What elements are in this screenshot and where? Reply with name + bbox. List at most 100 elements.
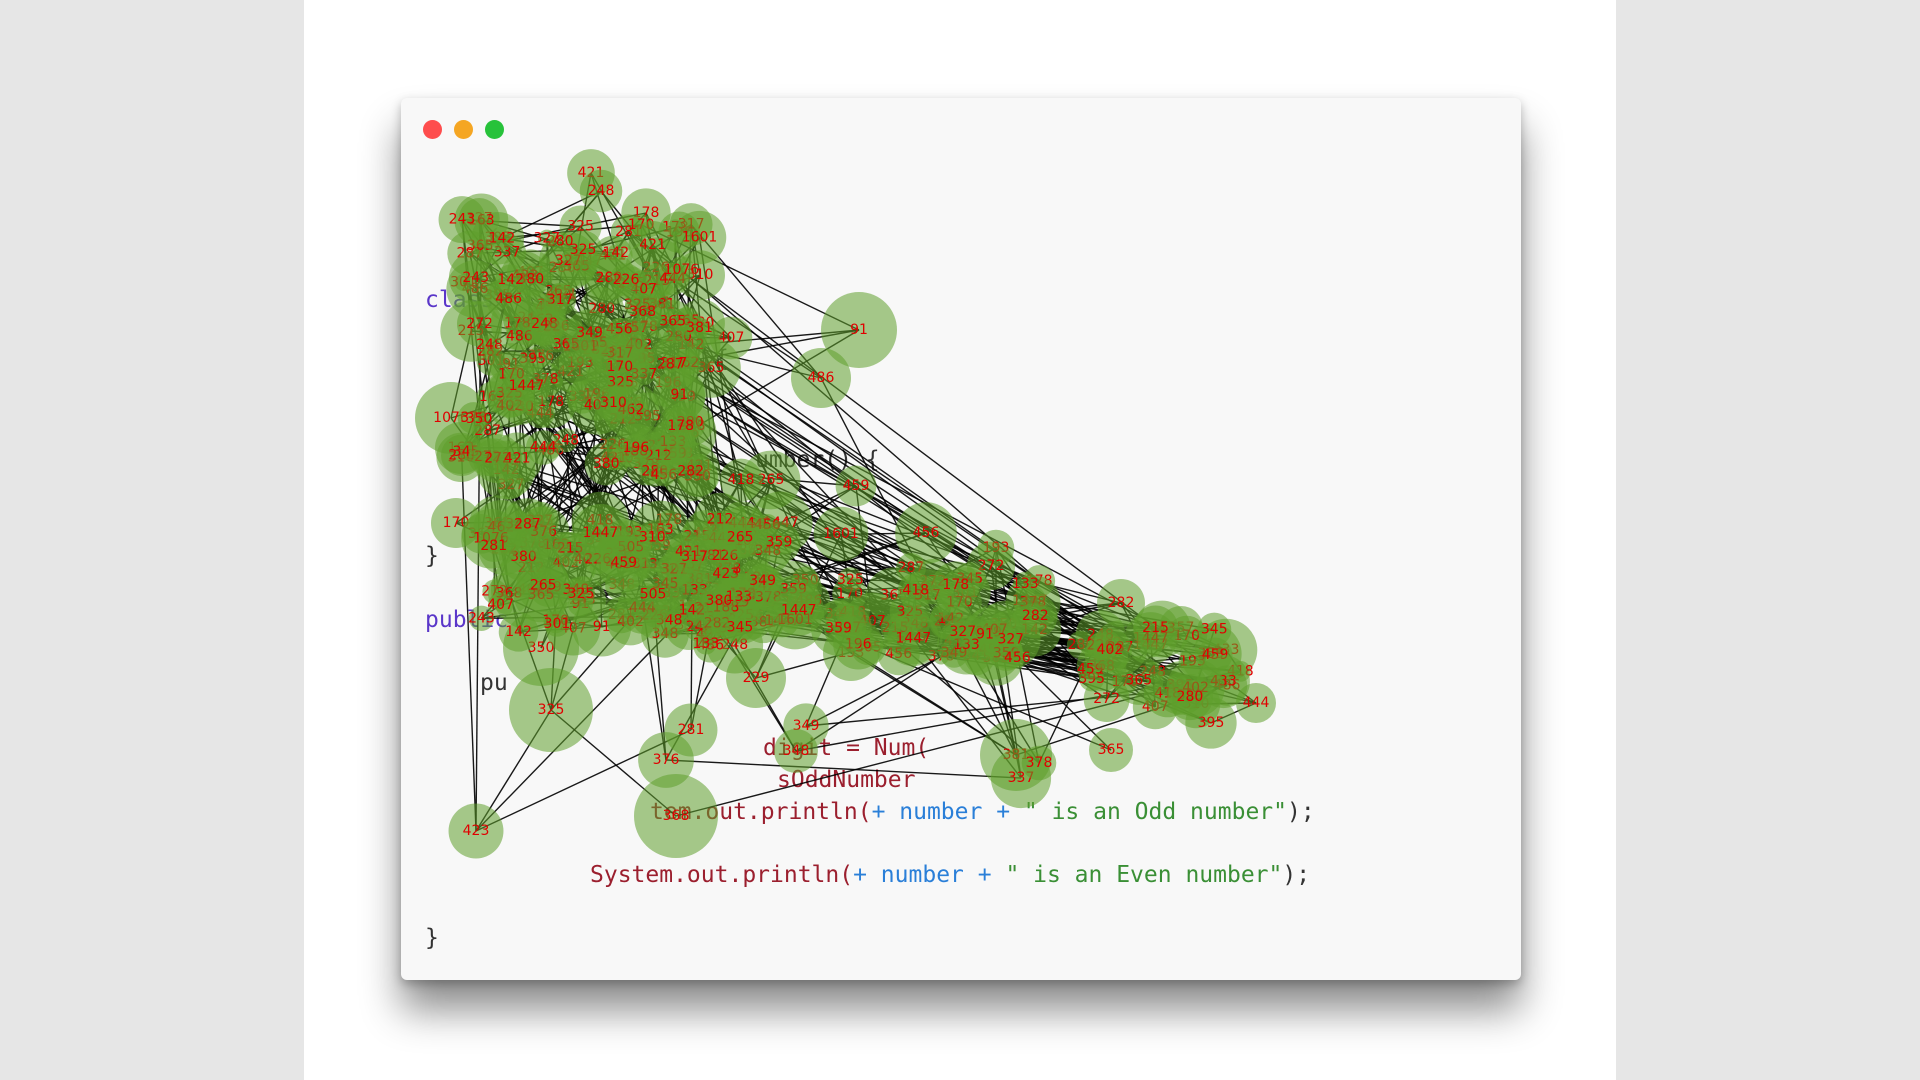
- graph-node[interactable]: 196: [621, 433, 651, 463]
- code-line: System.out.println(+ number + " is an Ev…: [590, 859, 1310, 891]
- graph-node[interactable]: 142: [495, 264, 527, 296]
- graph-node[interactable]: 349: [565, 309, 614, 358]
- graph-node-label: 243: [449, 212, 476, 228]
- graph-node[interactable]: 91: [976, 626, 994, 643]
- graph-node[interactable]: 407: [487, 592, 514, 618]
- graph-node[interactable]: 350: [466, 409, 493, 429]
- graph-node[interactable]: 301: [544, 610, 571, 637]
- graph-node-bubble: [1089, 728, 1133, 772]
- graph-node[interactable]: 345: [725, 612, 755, 643]
- graph-node-label: 272: [978, 558, 1005, 574]
- graph-node-label: 226: [613, 272, 640, 288]
- graph-node-label: 310: [639, 529, 666, 545]
- graph-node[interactable]: 1447: [887, 612, 940, 665]
- code-token: }: [425, 925, 439, 951]
- graph-node[interactable]: 1076: [664, 256, 700, 284]
- graph-node[interactable]: 265: [720, 517, 760, 558]
- graph-node-label: 272: [1093, 691, 1120, 707]
- graph-node[interactable]: 178: [661, 406, 701, 446]
- graph-node[interactable]: 378: [1021, 745, 1057, 781]
- graph-node-label: 325: [567, 219, 594, 235]
- graph-node[interactable]: 380: [584, 442, 628, 486]
- graph-node[interactable]: 282: [1013, 593, 1058, 639]
- graph-node[interactable]: 280: [1166, 673, 1213, 721]
- code-line: }: [425, 540, 439, 572]
- graph-node-bubble: [438, 196, 486, 244]
- graph-node[interactable]: 348: [774, 729, 818, 773]
- graph-node-bubble: [672, 210, 727, 265]
- graph-node[interactable]: 325: [563, 230, 603, 269]
- close-dot-icon[interactable]: [423, 120, 442, 139]
- graph-node[interactable]: 349: [744, 563, 781, 599]
- graph-node[interactable]: 243: [438, 196, 486, 244]
- graph-node[interactable]: 459: [835, 465, 877, 507]
- graph-node[interactable]: 281: [664, 703, 718, 757]
- graph-node[interactable]: 421: [628, 221, 677, 270]
- graph-node[interactable]: 365: [1089, 728, 1133, 772]
- graph-node[interactable]: 418: [897, 572, 934, 609]
- graph-node-label: 402: [1096, 642, 1123, 658]
- graph-node[interactable]: 402: [1087, 628, 1132, 673]
- graph-node[interactable]: 368: [623, 293, 662, 332]
- graph-node[interactable]: 1447: [502, 362, 551, 411]
- graph-node-bubble: [468, 605, 495, 631]
- graph-node[interactable]: 142: [498, 612, 539, 652]
- graph-node[interactable]: 1601: [672, 210, 727, 265]
- graph-node[interactable]: 368: [634, 774, 718, 858]
- graph-node-bubble: [623, 293, 662, 332]
- graph-node[interactable]: 226: [609, 263, 643, 297]
- graph-node[interactable]: 265: [516, 558, 570, 613]
- graph-node-bubble: [813, 506, 869, 562]
- graph-node[interactable]: 287: [501, 498, 554, 551]
- graph-node[interactable]: 444: [525, 430, 561, 465]
- graph-node[interactable]: 91: [821, 292, 897, 368]
- graph-node-label: 280: [1177, 689, 1204, 705]
- graph-node[interactable]: 1601: [813, 506, 869, 562]
- graph-node[interactable]: 325: [567, 580, 595, 609]
- graph-node[interactable]: 282: [661, 441, 721, 502]
- graph-node-bubble: [487, 592, 514, 618]
- graph-node[interactable]: 486: [791, 348, 851, 408]
- graph-node[interactable]: 459: [596, 536, 651, 591]
- graph-node-label: 418: [902, 583, 929, 599]
- graph-node-bubble: [628, 221, 677, 270]
- graph-node[interactable]: 359: [757, 521, 801, 565]
- graph-node-bubble: [664, 703, 718, 757]
- graph-node-label: 395: [1198, 715, 1225, 731]
- graph-node-label: 350: [466, 411, 493, 427]
- graph-node-label: 459: [843, 478, 870, 494]
- graph-node[interactable]: 142: [602, 244, 629, 262]
- graph-node[interactable]: 243: [448, 251, 503, 305]
- graph-node[interactable]: 310: [638, 523, 667, 552]
- graph-node-label: 1447: [583, 525, 619, 541]
- graph-node[interactable]: 310: [594, 384, 632, 422]
- graph-node[interactable]: 142: [489, 226, 516, 251]
- graph-node[interactable]: 1447: [773, 585, 824, 636]
- graph-node-bubble: [469, 409, 489, 429]
- graph-node[interactable]: 365: [651, 300, 695, 344]
- graph-node[interactable]: 327: [533, 229, 560, 248]
- maximize-dot-icon[interactable]: [485, 120, 504, 139]
- graph-node[interactable]: 456: [895, 502, 957, 564]
- graph-node[interactable]: 281: [477, 529, 510, 562]
- graph-node[interactable]: 287: [657, 356, 684, 373]
- minimize-dot-icon[interactable]: [454, 120, 473, 139]
- graph-node[interactable]: 345: [1197, 612, 1232, 647]
- graph-node[interactable]: 456: [1004, 649, 1031, 667]
- graph-node[interactable]: 325: [509, 668, 593, 752]
- graph-node[interactable]: 418: [719, 458, 763, 502]
- graph-node-label: 1076: [664, 262, 700, 278]
- graph-node-label: 368: [663, 808, 690, 824]
- graph-node[interactable]: 133: [693, 633, 720, 655]
- graph-node[interactable]: 381: [686, 317, 713, 339]
- graph-node-label: 365: [659, 314, 686, 330]
- graph-node[interactable]: 423: [448, 803, 504, 859]
- graph-node-label: 229: [743, 670, 770, 686]
- graph-node-label: 359: [825, 620, 852, 636]
- graph-node[interactable]: 317: [681, 545, 708, 568]
- graph-node[interactable]: 243: [468, 605, 495, 631]
- graph-node[interactable]: 248: [579, 169, 623, 213]
- code-token: " is an Even number": [1005, 862, 1283, 888]
- graph-node[interactable]: 178: [932, 561, 980, 609]
- graph-node-bubble: [544, 610, 570, 637]
